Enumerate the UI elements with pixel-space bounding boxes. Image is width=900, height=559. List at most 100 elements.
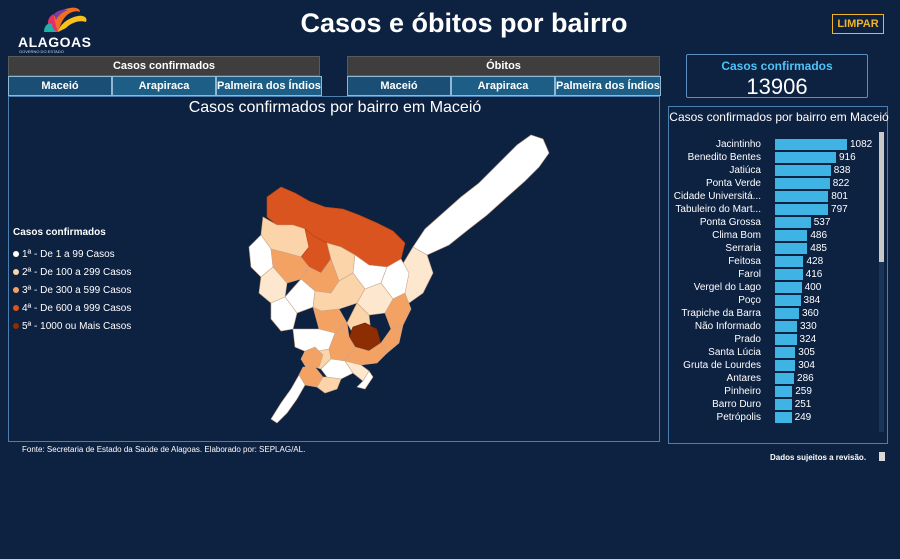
bar-row[interactable]: Jatiúca 838 bbox=[669, 164, 879, 177]
bar[interactable] bbox=[775, 386, 793, 397]
bar[interactable] bbox=[775, 412, 792, 423]
scrollbar-thumb[interactable] bbox=[879, 132, 884, 262]
bar-category-label: Petrópolis bbox=[716, 412, 761, 423]
bar-row[interactable]: Vergel do Lago 400 bbox=[669, 281, 879, 294]
bar-row[interactable]: Jacintinho 1082 bbox=[669, 138, 879, 151]
deaths-tab-palmeira[interactable]: Palmeira dos Índios bbox=[555, 76, 661, 96]
legend-title: Casos confirmados bbox=[13, 227, 106, 238]
bar[interactable] bbox=[775, 152, 836, 163]
cases-tab-arapiraca[interactable]: Arapiraca bbox=[112, 76, 216, 96]
bar-row[interactable]: Pinheiro 259 bbox=[669, 385, 879, 398]
confirmed-cases-value: 13906 bbox=[746, 74, 808, 99]
bar-category-label: Pinheiro bbox=[724, 386, 761, 397]
legend-item[interactable]: 3ª - De 300 a 599 Casos bbox=[13, 281, 131, 299]
logo-subtext: GOVERNO DO ESTADO bbox=[19, 49, 64, 54]
bar[interactable] bbox=[775, 373, 795, 384]
map-region-vergel bbox=[300, 346, 324, 370]
bar[interactable] bbox=[775, 360, 796, 371]
deaths-tab-arapiraca[interactable]: Arapiraca bbox=[451, 76, 555, 96]
bar-value-label: 384 bbox=[803, 295, 821, 306]
bar-row[interactable]: Cidade Universitá... 801 bbox=[669, 190, 879, 203]
cases-tab-header: Casos confirmados bbox=[8, 56, 320, 76]
bar[interactable] bbox=[775, 269, 803, 280]
bar-category-label: Trapiche da Barra bbox=[681, 308, 761, 319]
map-panel: Casos confirmados por bairro em Maceió C… bbox=[8, 96, 660, 442]
bar-category-label: Vergel do Lago bbox=[693, 282, 761, 293]
legend-item[interactable]: 5ª - 1000 ou Mais Casos bbox=[13, 317, 131, 335]
bar-category-label: Clima Bom bbox=[712, 230, 761, 241]
deaths-tab-group: Óbitos Maceió Arapiraca Palmeira dos Índ… bbox=[347, 56, 661, 96]
bar-value-label: 251 bbox=[794, 399, 812, 410]
legend-dot-icon bbox=[13, 323, 19, 329]
bar-category-label: Jacintinho bbox=[715, 139, 761, 150]
bar[interactable] bbox=[775, 295, 801, 306]
legend-label: 2ª - De 100 a 299 Casos bbox=[22, 266, 132, 278]
page-title: Casos e óbitos por bairro bbox=[300, 8, 628, 38]
bar-category-label: Ponta Grossa bbox=[699, 217, 761, 228]
map-title: Casos confirmados por bairro em Maceió bbox=[188, 99, 482, 116]
bar-row[interactable]: Clima Bom 486 bbox=[669, 229, 879, 242]
bar-row[interactable]: Feitosa 428 bbox=[669, 255, 879, 268]
clear-filters-button[interactable]: LIMPAR bbox=[832, 14, 884, 34]
bar-row[interactable]: Petrópolis 249 bbox=[669, 411, 879, 424]
bar[interactable] bbox=[775, 334, 797, 345]
bar-category-label: Farol bbox=[738, 269, 761, 280]
bar-value-label: 485 bbox=[810, 243, 827, 254]
bar-value-label: 360 bbox=[801, 308, 819, 319]
bar[interactable] bbox=[775, 204, 829, 215]
bar[interactable] bbox=[775, 217, 811, 228]
bar-row[interactable]: Barro Duro 251 bbox=[669, 398, 879, 411]
bar[interactable] bbox=[775, 321, 797, 332]
legend-item[interactable]: 4ª - De 600 a 999 Casos bbox=[13, 299, 131, 317]
bar-row[interactable]: Ponta Verde 822 bbox=[669, 177, 879, 190]
bar-row[interactable]: Prado 324 bbox=[669, 333, 879, 346]
bar[interactable] bbox=[775, 256, 804, 267]
legend-item[interactable]: 1ª - De 1 a 99 Casos bbox=[13, 245, 131, 263]
bar[interactable] bbox=[775, 191, 829, 202]
cases-tab-maceio[interactable]: Maceió bbox=[8, 76, 112, 96]
bar-category-label: Serraria bbox=[725, 243, 761, 254]
footer-note: Dados sujeitos a revisão. bbox=[770, 453, 867, 462]
legend-label: 1ª - De 1 a 99 Casos bbox=[22, 248, 115, 260]
bar-value-label: 400 bbox=[804, 282, 822, 293]
legend-item[interactable]: 2ª - De 100 a 299 Casos bbox=[13, 263, 131, 281]
bar-value-label: 249 bbox=[794, 412, 812, 423]
bar[interactable] bbox=[775, 308, 799, 319]
bar-row[interactable]: Benedito Bentes 916 bbox=[669, 151, 879, 164]
bar-value-label: 330 bbox=[799, 321, 817, 332]
bar[interactable] bbox=[775, 178, 830, 189]
bar-category-label: Jatiúca bbox=[729, 165, 761, 176]
cases-tab-palmeira[interactable]: Palmeira dos Índios bbox=[216, 76, 322, 96]
map-region-east-tip bbox=[356, 370, 374, 390]
bar-row[interactable]: Tabuleiro do Mart... 797 bbox=[669, 203, 879, 216]
bar-value-label: 822 bbox=[832, 178, 850, 189]
bar-row[interactable]: Gruta de Lourdes 304 bbox=[669, 359, 879, 372]
bar-category-label: Gruta de Lourdes bbox=[683, 360, 761, 371]
bar-row[interactable]: Santa Lúcia 305 bbox=[669, 346, 879, 359]
legend-dot-icon bbox=[13, 269, 19, 275]
bar-category-label: Não Informado bbox=[694, 321, 761, 332]
deaths-tab-maceio[interactable]: Maceió bbox=[347, 76, 451, 96]
bar-row[interactable]: Serraria 485 bbox=[669, 242, 879, 255]
bar[interactable] bbox=[775, 399, 792, 410]
bar[interactable] bbox=[775, 282, 802, 293]
bar-row[interactable]: Trapiche da Barra 360 bbox=[669, 307, 879, 320]
bar-value-label: 916 bbox=[838, 152, 856, 163]
legend-dot-icon bbox=[13, 251, 19, 257]
bar-row[interactable]: Poço 384 bbox=[669, 294, 879, 307]
bar[interactable] bbox=[775, 230, 808, 241]
bar-row[interactable]: Ponta Grossa 537 bbox=[669, 216, 879, 229]
bar-value-label: 416 bbox=[805, 269, 823, 280]
legend-label: 5ª - 1000 ou Mais Casos bbox=[22, 320, 132, 332]
bar-chart-scrollbar[interactable] bbox=[879, 132, 884, 432]
bar-value-label: 537 bbox=[813, 217, 831, 228]
logo-text: ALAGOAS bbox=[18, 34, 92, 50]
maceio-neighborhood-map[interactable] bbox=[9, 97, 661, 443]
bar[interactable] bbox=[775, 347, 796, 358]
bar-row[interactable]: Não Informado 330 bbox=[669, 320, 879, 333]
bar[interactable] bbox=[775, 243, 808, 254]
bar-row[interactable]: Antares 286 bbox=[669, 372, 879, 385]
bar-row[interactable]: Farol 416 bbox=[669, 268, 879, 281]
bar[interactable] bbox=[775, 165, 831, 176]
bar[interactable] bbox=[775, 139, 847, 150]
